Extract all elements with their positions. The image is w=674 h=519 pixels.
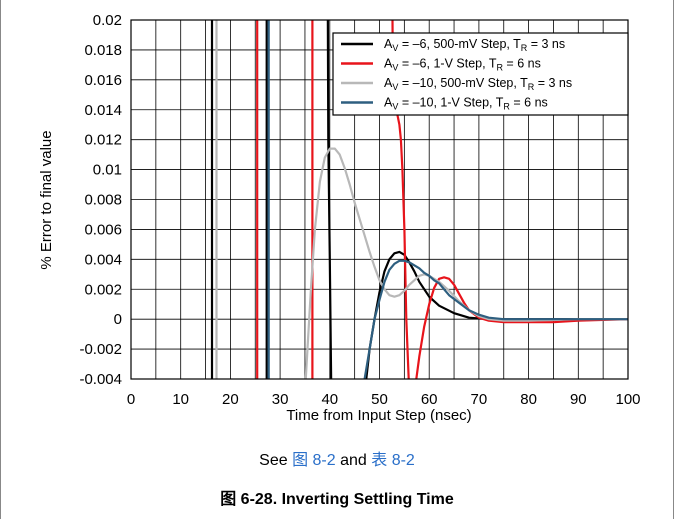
series-line-1 xyxy=(210,20,628,379)
legend-box xyxy=(332,32,629,116)
table-link[interactable]: 表 8-2 xyxy=(371,452,415,469)
plot-border xyxy=(130,19,629,380)
x-tick-label: 20 xyxy=(222,391,239,408)
y-tick-label: 0.018 xyxy=(84,42,122,59)
legend-label-2: AV = –6, 1-V Step, TR = 6 ns xyxy=(384,57,541,73)
x-tick-labels: 0 10 20 30 40 50 60 70 80 90 100 xyxy=(127,391,641,408)
y-axis-title: % Error to final value xyxy=(38,130,55,269)
y-tick-label: 0.02 xyxy=(93,12,122,29)
y-tick-labels: 0.02 0.018 0.016 0.014 0.012 0.01 0.008 0.006 0.… xyxy=(79,12,122,388)
figure-link[interactable]: 图 8-2 xyxy=(292,452,336,469)
y-tick-label: 0.002 xyxy=(84,281,122,298)
x-tick-label: 80 xyxy=(520,391,537,408)
caption-ref-prefix: See xyxy=(259,452,293,469)
x-tick-label: 100 xyxy=(615,391,640,408)
x-tick-label: 10 xyxy=(172,391,189,408)
y-tick-label: 0.01 xyxy=(93,162,122,179)
legend-label-1: AV = –6, 500-mV Step, TR = 3 ns xyxy=(384,37,565,53)
x-tick-label: 50 xyxy=(371,391,388,408)
x-tick-label: 90 xyxy=(570,391,587,408)
x-tick-label: 40 xyxy=(321,391,338,408)
x-tick-label: 70 xyxy=(471,391,488,408)
x-tick-label: 60 xyxy=(421,391,438,408)
x-tick-label: 0 xyxy=(127,391,135,408)
chart-legend: AV = –6, 500-mV Step, TR = 3 ns AV = –6, … xyxy=(332,32,629,116)
y-tick-label: 0.004 xyxy=(84,251,122,268)
y-tick-label: 0.008 xyxy=(84,192,122,209)
caption-reference: See 图 8-2 and 表 8-2 xyxy=(0,446,674,470)
settling-time-chart: 0.02 0.018 0.016 0.014 0.012 0.01 0.008 0.006 0.… xyxy=(38,12,641,424)
x-tick-label: 30 xyxy=(272,391,289,408)
legend-label-4: AV = –10, 1-V Step, TR = 6 ns xyxy=(384,96,548,112)
x-axis-title: Time from Input Step (nsec) xyxy=(286,407,471,424)
caption-ref-middle: and xyxy=(335,452,372,469)
y-tick-label: 0 xyxy=(114,311,122,328)
y-tick-label: 0.012 xyxy=(84,132,122,149)
y-tick-label: 0.006 xyxy=(84,221,122,238)
y-tick-label: 0.014 xyxy=(84,102,122,119)
y-tick-label: -0.002 xyxy=(79,341,122,358)
legend-label-3: AV = –10, 500-mV Step, TR = 3 ns xyxy=(384,76,572,92)
series-line-4 xyxy=(267,20,628,379)
figure-caption: 图 6-28. Inverting Settling Time xyxy=(220,491,454,508)
y-tick-label: -0.004 xyxy=(79,371,122,388)
y-tick-label: 0.016 xyxy=(84,72,122,89)
